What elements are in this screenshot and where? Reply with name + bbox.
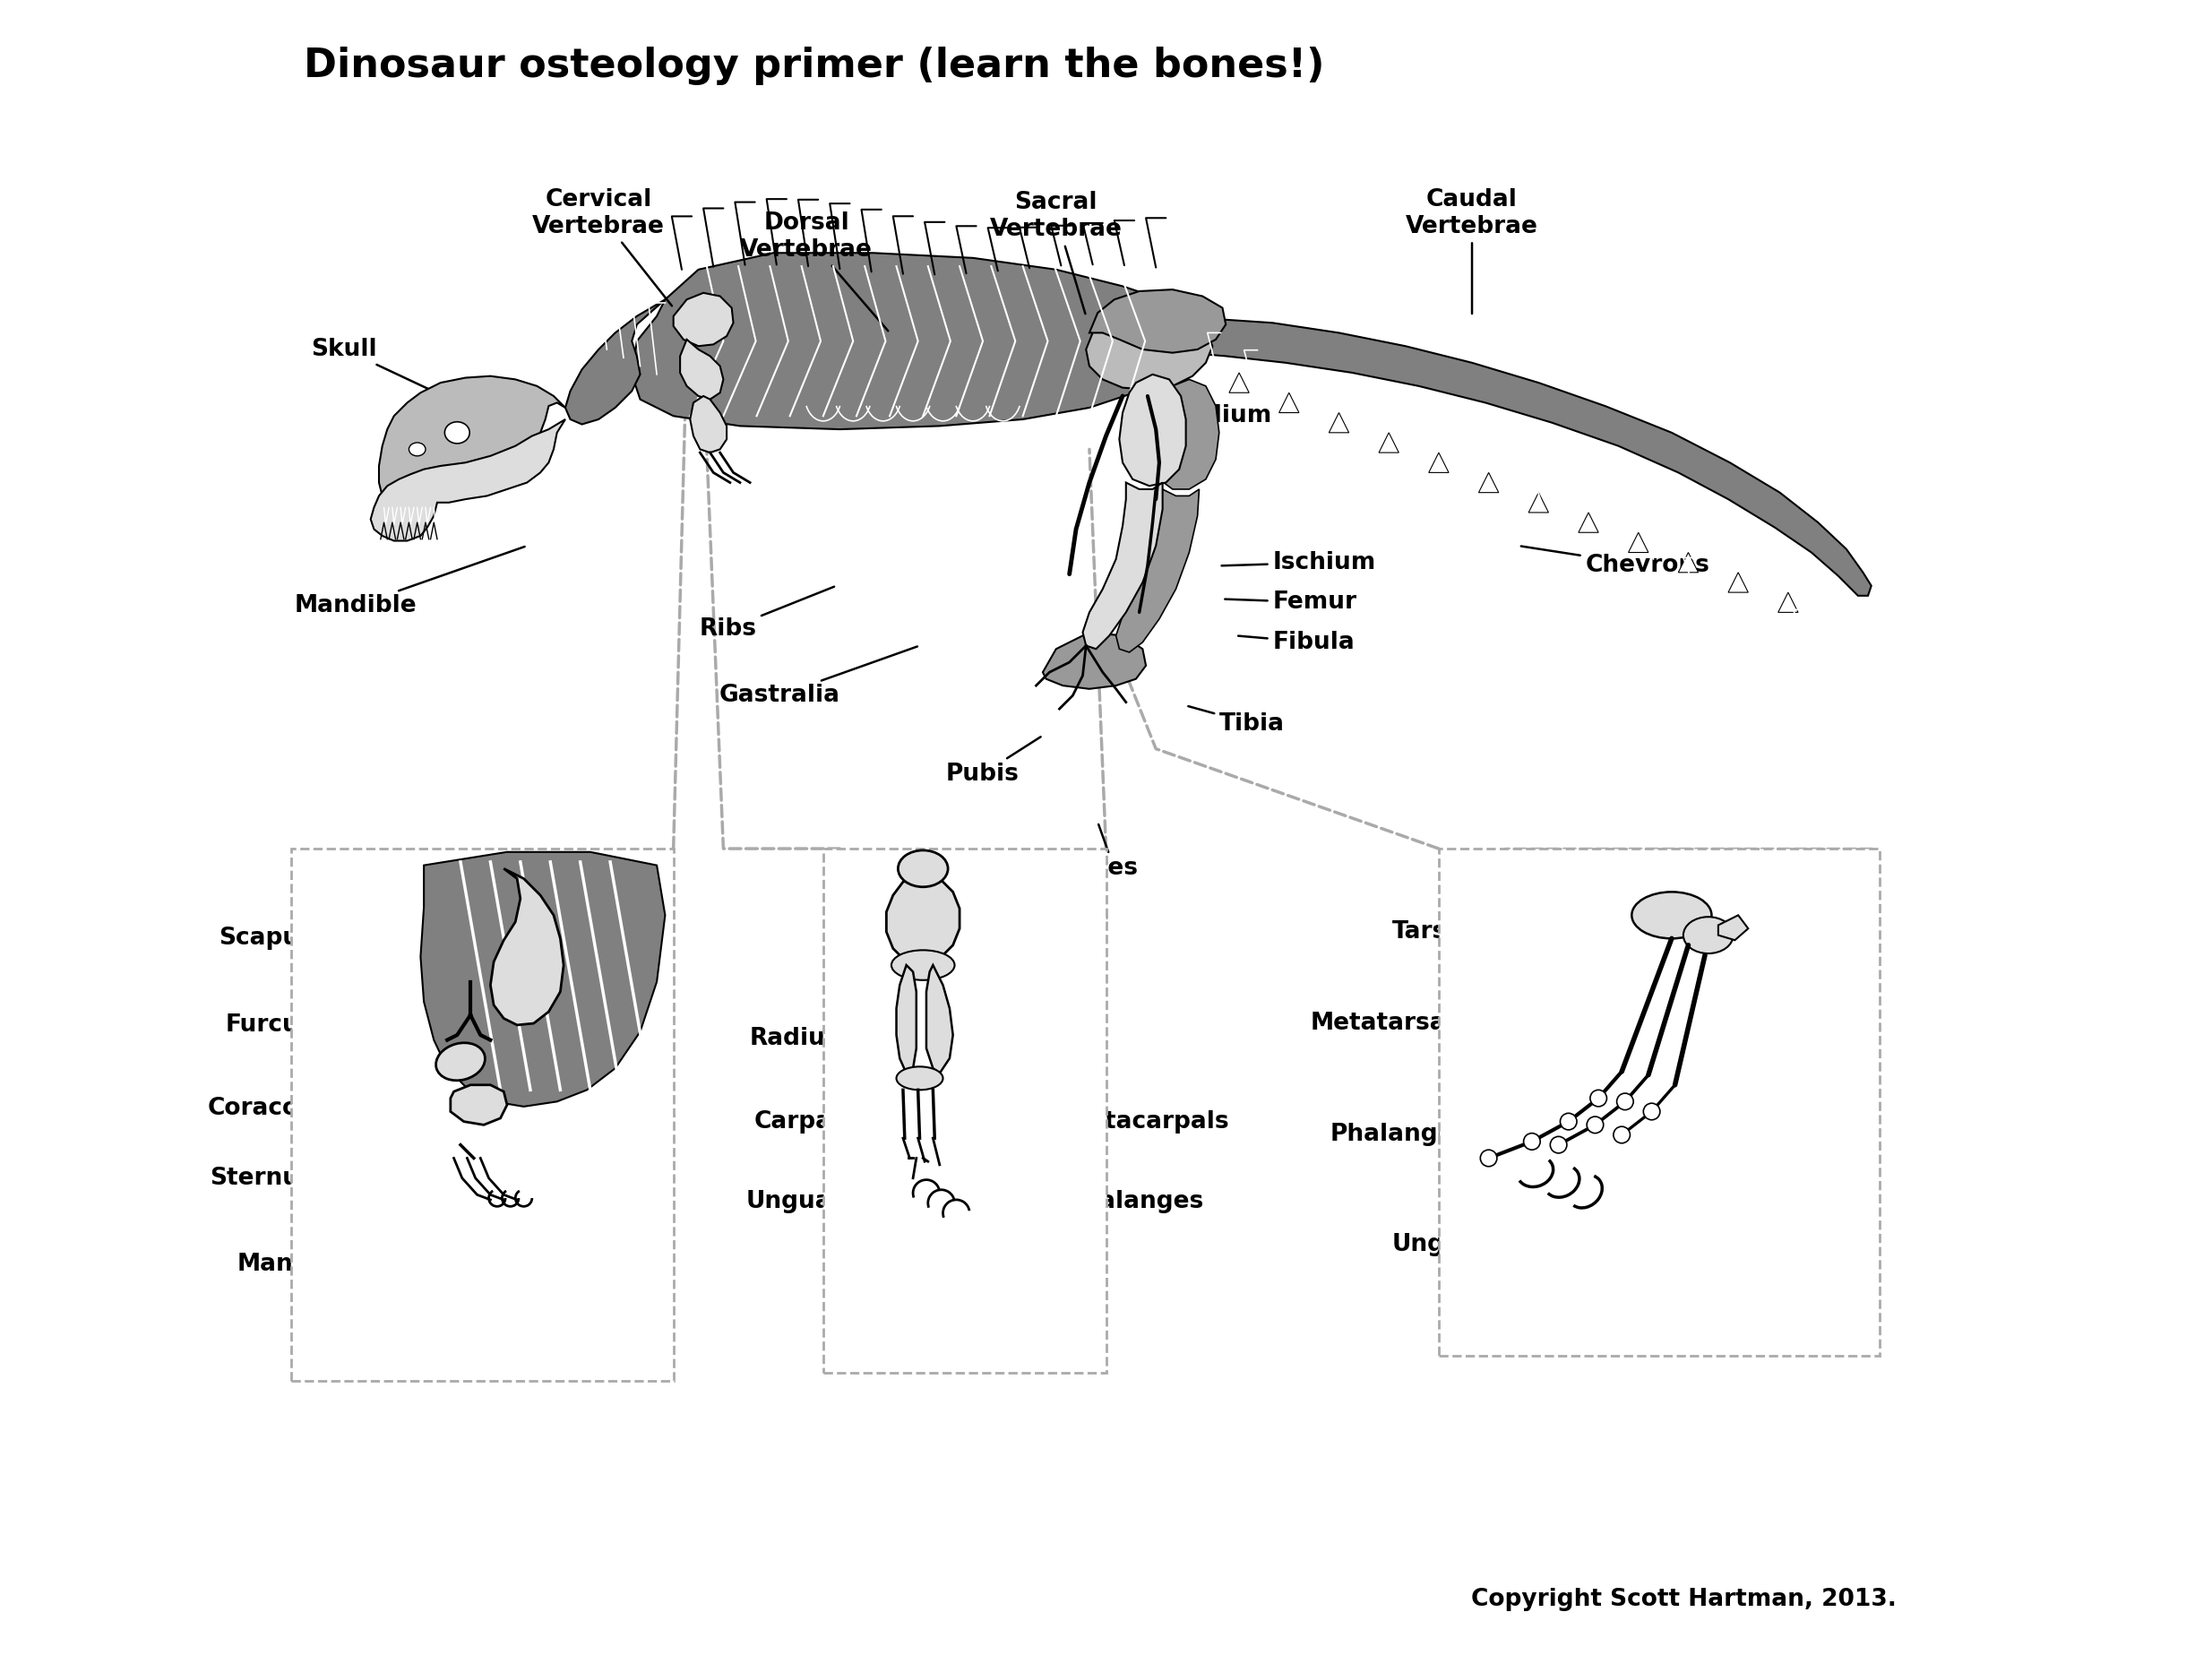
Polygon shape <box>1478 473 1500 493</box>
Text: Sternum: Sternum <box>210 1166 418 1190</box>
Polygon shape <box>679 339 723 399</box>
Ellipse shape <box>1632 892 1712 938</box>
Circle shape <box>1559 1113 1577 1130</box>
Polygon shape <box>1172 319 1871 596</box>
Polygon shape <box>1086 311 1212 389</box>
Text: Metatarsals: Metatarsals <box>1310 1012 1610 1035</box>
Polygon shape <box>690 396 728 453</box>
Text: Humerus: Humerus <box>938 904 1108 940</box>
Polygon shape <box>420 852 666 1107</box>
Polygon shape <box>1230 373 1250 393</box>
Text: Tarsals: Tarsals <box>1391 920 1604 948</box>
Ellipse shape <box>898 850 949 887</box>
Text: Ischium: Ischium <box>1221 551 1376 574</box>
Text: Chevrons: Chevrons <box>1522 546 1710 577</box>
Polygon shape <box>672 293 734 346</box>
Text: Dinosaur osteology primer (learn the bones!): Dinosaur osteology primer (learn the bon… <box>303 47 1325 85</box>
Text: Caudal
Vertebrae: Caudal Vertebrae <box>1407 188 1537 314</box>
Text: Pubis: Pubis <box>947 737 1040 785</box>
Polygon shape <box>451 1085 507 1125</box>
Circle shape <box>1586 1117 1604 1133</box>
Ellipse shape <box>436 1043 484 1080</box>
Polygon shape <box>1628 532 1648 552</box>
Text: Skull: Skull <box>312 338 502 423</box>
Bar <box>823 849 1106 1373</box>
Polygon shape <box>378 376 566 511</box>
Text: Carpal: Carpal <box>754 1110 907 1133</box>
Text: Ulna: Ulna <box>971 1027 1099 1050</box>
Polygon shape <box>566 300 666 424</box>
Polygon shape <box>633 253 1190 429</box>
Polygon shape <box>1378 433 1398 453</box>
Polygon shape <box>887 874 960 965</box>
Text: Fibula: Fibula <box>1239 631 1354 654</box>
Text: Coracoid: Coracoid <box>208 1097 418 1120</box>
Text: Furcula: Furcula <box>226 1013 422 1038</box>
Text: Gastralia: Gastralia <box>719 647 918 707</box>
Polygon shape <box>1152 379 1219 489</box>
Polygon shape <box>1119 374 1186 486</box>
Polygon shape <box>1528 493 1548 513</box>
Polygon shape <box>1679 552 1699 572</box>
Circle shape <box>1613 1127 1630 1143</box>
Circle shape <box>1617 1093 1632 1110</box>
Polygon shape <box>1329 413 1349 433</box>
Text: Metacarpals: Metacarpals <box>969 1110 1230 1133</box>
Text: Ilium: Ilium <box>1179 404 1272 456</box>
Polygon shape <box>1719 915 1747 940</box>
Circle shape <box>1590 1090 1606 1107</box>
Ellipse shape <box>1683 917 1734 953</box>
Polygon shape <box>1579 513 1599 532</box>
Polygon shape <box>896 965 916 1073</box>
Text: Phalanges: Phalanges <box>1329 1123 1617 1146</box>
Ellipse shape <box>891 950 956 980</box>
Polygon shape <box>1728 572 1747 592</box>
Text: Tibia: Tibia <box>1188 706 1285 735</box>
Text: Ungual: Ungual <box>1391 1233 1639 1256</box>
Circle shape <box>1551 1137 1566 1153</box>
Circle shape <box>1644 1103 1659 1120</box>
Polygon shape <box>1279 393 1298 413</box>
Text: Radius: Radius <box>750 1027 891 1050</box>
Text: Mandible: Mandible <box>294 546 524 617</box>
Polygon shape <box>927 965 953 1073</box>
Ellipse shape <box>409 443 425 456</box>
Polygon shape <box>1117 489 1199 652</box>
Ellipse shape <box>896 1067 942 1090</box>
Text: Phalanges: Phalanges <box>964 1190 1203 1213</box>
Ellipse shape <box>445 421 469 443</box>
Polygon shape <box>1429 453 1449 473</box>
Text: Sacral
Vertebrae: Sacral Vertebrae <box>989 191 1121 314</box>
Text: Ribs: Ribs <box>699 587 834 641</box>
Bar <box>1438 849 1880 1356</box>
Text: Dorsal
Vertebrae: Dorsal Vertebrae <box>741 211 887 331</box>
Circle shape <box>1524 1133 1540 1150</box>
Polygon shape <box>1778 592 1798 612</box>
Text: Pes: Pes <box>1091 824 1137 880</box>
Polygon shape <box>1042 632 1146 689</box>
Bar <box>290 849 672 1381</box>
Text: Scapula: Scapula <box>219 927 436 965</box>
Polygon shape <box>491 869 564 1025</box>
Text: Manus: Manus <box>237 1253 418 1276</box>
Text: Ungual: Ungual <box>745 1190 894 1213</box>
Polygon shape <box>372 419 566 541</box>
Polygon shape <box>1082 483 1164 649</box>
Polygon shape <box>1088 290 1225 353</box>
Text: Cervical
Vertebrae: Cervical Vertebrae <box>533 188 672 306</box>
Circle shape <box>1480 1150 1498 1166</box>
Text: Femur: Femur <box>1225 591 1356 614</box>
Text: Copyright Scott Hartman, 2013.: Copyright Scott Hartman, 2013. <box>1471 1587 1896 1611</box>
